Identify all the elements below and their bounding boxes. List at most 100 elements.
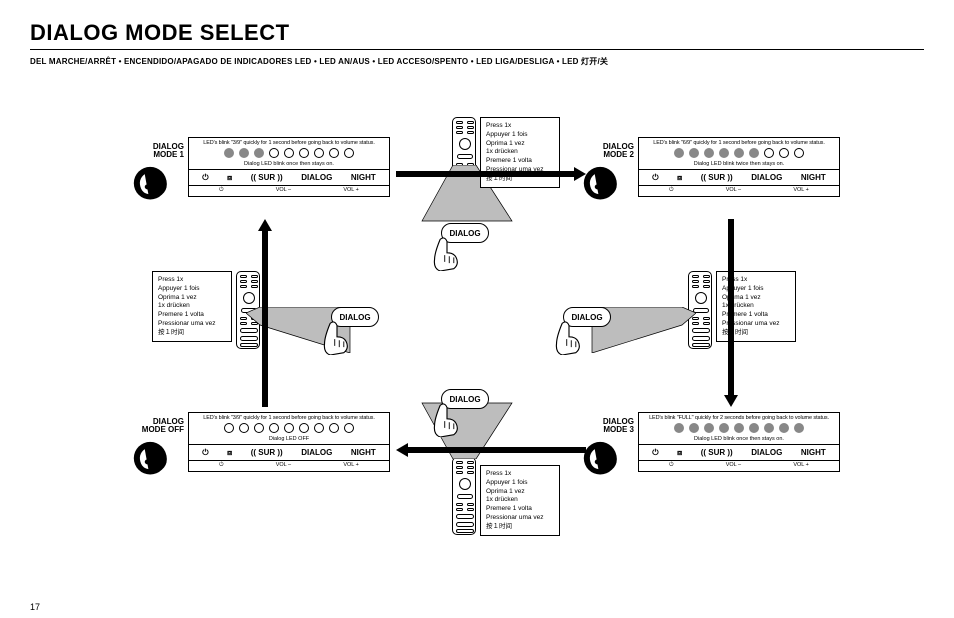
- led-dot: [719, 423, 729, 433]
- button-row: ⏻⧈(( SUR ))DIALOGNIGHT: [189, 170, 389, 186]
- press-line: 1x drücken: [158, 302, 226, 311]
- led-dot: [224, 423, 234, 433]
- finger-press-icon: [432, 237, 462, 271]
- vol-up: VOL +: [793, 462, 809, 469]
- led-dot: [239, 148, 249, 158]
- sur-button: (( SUR )): [701, 448, 733, 458]
- led-dot: [344, 423, 354, 433]
- remote-left: [236, 271, 260, 349]
- led-dot: [344, 148, 354, 158]
- press-line: Premere 1 volta: [486, 157, 554, 166]
- press-line: 1x drücken: [486, 496, 554, 505]
- vol-down: VOL –: [276, 462, 291, 469]
- vol-up: VOL +: [343, 462, 359, 469]
- press-line: 按１时间: [158, 329, 226, 338]
- head-speaking-icon: [132, 165, 172, 210]
- led-note: LED's blink "6/9" quickly for 1 second b…: [639, 138, 839, 146]
- soundbar-panel: LED's blink "6/9" quickly for 1 second b…: [638, 137, 840, 197]
- source-icon: ⧈: [677, 448, 682, 458]
- secondary-row: ⏻VOL –VOL +: [639, 461, 839, 471]
- zoom-dialog-right: DIALOG: [558, 287, 620, 341]
- source-icon: ⧈: [227, 173, 232, 183]
- press-line: Appuyer 1 fois: [158, 285, 226, 294]
- dialog-button: DIALOG: [751, 448, 782, 458]
- led-note: LED's blink "3/9" quickly for 1 second b…: [189, 138, 389, 146]
- zoom-dialog-top: DIALOG: [436, 203, 498, 257]
- led-subnote: Dialog LED blink twice then stays on.: [639, 160, 839, 170]
- button-row: ⏻ ⧈ (( SUR )) DIALOG NIGHT: [639, 445, 839, 461]
- mode-block-1: DIALOGMODE 1LED's blink "3/9" quickly fo…: [140, 137, 390, 197]
- mode-label: DIALOGMODE 3: [586, 418, 634, 435]
- vol-down: VOL –: [726, 187, 741, 194]
- diagram-stage: DIALOGMODE 1 LED's blink "3/9" quickly fo…: [30, 77, 924, 577]
- led-dot: [794, 148, 804, 158]
- page-subtitle: DEL MARCHE/ARRÊT • ENCENDIDO/APAGADO DE …: [30, 56, 924, 67]
- mode-label: DIALOGMODE 1: [136, 143, 184, 160]
- led-dot: [779, 148, 789, 158]
- led-row: [189, 421, 389, 435]
- button-row: ⏻⧈(( SUR ))DIALOGNIGHT: [639, 170, 839, 186]
- press-line: Press 1x: [486, 470, 554, 479]
- led-dot: [254, 148, 264, 158]
- led-dot: [719, 148, 729, 158]
- head-speaking-icon: [582, 440, 622, 485]
- led-dot: [779, 423, 789, 433]
- led-dot: [269, 423, 279, 433]
- arrow-left: [258, 219, 272, 407]
- led-row: [639, 421, 839, 435]
- led-dot: [284, 148, 294, 158]
- led-dot: [749, 423, 759, 433]
- soundbar-panel: LED's blink "3/9" quickly for 1 second b…: [188, 137, 390, 197]
- press-line: Oprima 1 vez: [486, 488, 554, 497]
- led-row: [639, 146, 839, 160]
- zoom-dialog-left: DIALOG: [326, 287, 388, 341]
- led-dot: [764, 423, 774, 433]
- night-button: NIGHT: [801, 448, 826, 458]
- led-dot: [254, 423, 264, 433]
- led-dot: [329, 148, 339, 158]
- power-icon: ⏻: [652, 448, 658, 458]
- led-row: [189, 146, 389, 160]
- sur-button: (( SUR )): [251, 448, 283, 458]
- led-dot: [734, 148, 744, 158]
- led-dot: [224, 148, 234, 158]
- remote-bottom: [452, 457, 476, 535]
- led-dot: [299, 423, 309, 433]
- power-icon: ⏻: [202, 448, 208, 458]
- press-box-bottom: Press 1xAppuyer 1 foisOprima 1 vez1x drü…: [480, 465, 560, 536]
- arrow-right: [724, 219, 738, 407]
- finger-press-icon: [322, 321, 352, 355]
- remote-top: [452, 117, 476, 195]
- press-line: Appuyer 1 fois: [486, 131, 554, 140]
- led-dot: [314, 423, 324, 433]
- soundbar-panel: LED's blink "3/9" quickly for 1 second b…: [188, 412, 390, 472]
- mode-label: DIALOGMODE OFF: [136, 418, 184, 435]
- press-line: 1x drücken: [486, 148, 554, 157]
- press-line: Press 1x: [486, 122, 554, 131]
- zoom-dialog-bottom: DIALOG: [436, 369, 498, 423]
- press-line: 按１时间: [486, 523, 554, 532]
- led-dot: [749, 148, 759, 158]
- press-line: Pressionar uma vez: [486, 514, 554, 523]
- page-number: 17: [30, 602, 40, 612]
- led-dot: [299, 148, 309, 158]
- led-dot: [794, 423, 804, 433]
- led-dot: [734, 423, 744, 433]
- soundbar-panel: LED's blink "FULL" quickly for 2 seconds…: [638, 412, 840, 472]
- mode-block-off: DIALOGMODE OFFLED's blink "3/9" quickly …: [140, 412, 390, 472]
- arrow-bottom: [396, 443, 586, 457]
- led-dot: [704, 148, 714, 158]
- night-button: NIGHT: [351, 448, 376, 458]
- button-row: ⏻⧈(( SUR ))DIALOGNIGHT: [189, 445, 389, 461]
- led-dot: [269, 148, 279, 158]
- led-dot: [674, 423, 684, 433]
- mode-block-2: DIALOGMODE 2LED's blink "6/9" quickly fo…: [590, 137, 840, 197]
- press-line: Press 1x: [158, 276, 226, 285]
- power-small-icon: ⏻: [669, 187, 673, 194]
- head-speaking-icon: [582, 165, 622, 210]
- press-line: Oprima 1 vez: [486, 140, 554, 149]
- press-line: Appuyer 1 fois: [486, 479, 554, 488]
- night-button: NIGHT: [801, 173, 826, 183]
- dialog-button: DIALOG: [301, 448, 332, 458]
- secondary-row: ⏻VOL –VOL +: [189, 186, 389, 196]
